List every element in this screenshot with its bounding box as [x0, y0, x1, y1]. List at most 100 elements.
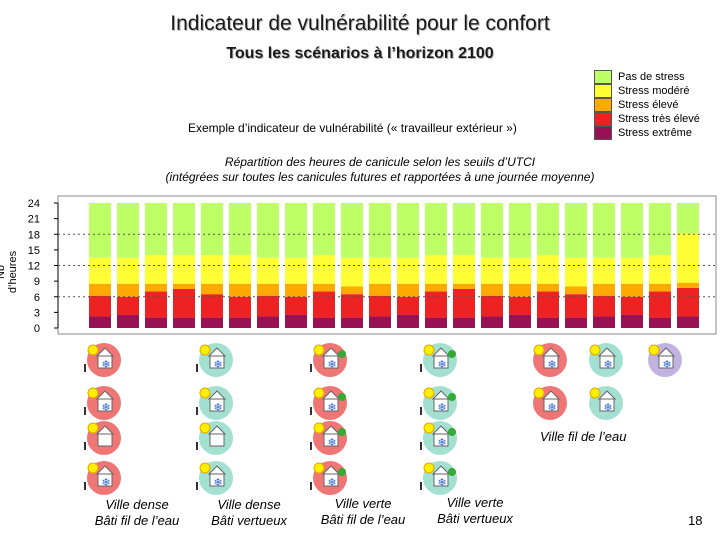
tree-icon	[448, 393, 456, 401]
house-icon	[433, 473, 449, 487]
snowflake-icon: ❄	[437, 401, 446, 414]
bar-segment	[173, 255, 195, 284]
tree-icon	[448, 428, 456, 436]
sun-icon	[87, 344, 99, 356]
bar-segment	[481, 283, 503, 296]
bar-segment	[397, 203, 419, 258]
y-tick-label: 15	[28, 245, 40, 257]
bar-segment	[369, 203, 391, 258]
bar-segment	[89, 316, 111, 328]
bar-segment	[341, 286, 363, 295]
snowflake-icon: ❄	[437, 476, 446, 489]
bar-segment	[481, 257, 503, 284]
bar-segment	[341, 294, 363, 318]
house-icon	[433, 398, 449, 412]
house-icon	[323, 433, 339, 447]
snowflake-icon: ❄	[547, 358, 556, 371]
legend-swatch	[594, 84, 612, 98]
bar-segment	[397, 296, 419, 315]
person-icon	[196, 442, 198, 450]
house-icon	[97, 473, 113, 487]
bar-segment	[117, 314, 139, 328]
bar-segment	[677, 203, 699, 234]
bar-segment	[593, 257, 615, 284]
bar-segment	[677, 233, 699, 283]
bar-segment	[341, 203, 363, 258]
scenario-label-line2: Bâti vertueux	[437, 511, 513, 526]
slide-subtitle: Tous les scénarios à l’horizon 2100	[226, 45, 494, 62]
bar-segment	[257, 203, 279, 258]
bar-segment	[453, 283, 475, 289]
scenario-label: Ville verte Bâti fil de l’eau	[308, 496, 418, 528]
person-icon	[420, 364, 422, 372]
sun-icon	[423, 344, 435, 356]
bar-segment	[257, 316, 279, 328]
person-icon	[84, 364, 86, 372]
snowflake-icon: ❄	[101, 401, 110, 414]
bar-segment	[145, 283, 167, 292]
bar-segment	[89, 283, 111, 296]
slide-title: Indicateur de vulnérabilité pour le conf…	[170, 12, 550, 35]
scenario-label: Ville verte Bâti vertueux	[420, 495, 530, 527]
bar-segment	[145, 291, 167, 318]
house-icon	[323, 398, 339, 412]
house-icon	[323, 473, 339, 487]
bar-segment	[313, 291, 335, 318]
tree-icon	[338, 350, 346, 358]
bar-segment	[173, 288, 195, 318]
bar-segment	[313, 203, 335, 256]
bar-segment	[677, 287, 699, 317]
scenario-label-line1: Ville dense	[217, 497, 281, 512]
sun-icon	[199, 344, 211, 356]
sun-icon	[648, 344, 660, 356]
bar-segment	[677, 316, 699, 328]
bar-segment	[369, 257, 391, 284]
house-icon	[209, 398, 225, 412]
bar-segment	[425, 291, 447, 318]
tree-icon	[338, 428, 346, 436]
sun-icon	[313, 422, 325, 434]
scenario-label-line2: Bâti fil de l’eau	[94, 513, 180, 528]
bar-segment	[117, 296, 139, 315]
bar-segment	[201, 294, 223, 318]
bar-segment	[593, 203, 615, 258]
bar-segment	[509, 314, 531, 328]
snowflake-icon: ❄	[327, 401, 336, 414]
bar-segment	[593, 316, 615, 328]
snowflake-icon: ❄	[213, 401, 222, 414]
bar-segment	[257, 257, 279, 284]
snowflake-icon: ❄	[327, 358, 336, 371]
bar-segment	[453, 288, 475, 318]
bar-segment	[425, 283, 447, 292]
person-icon	[310, 407, 312, 415]
person-icon	[196, 364, 198, 372]
sun-icon	[533, 344, 545, 356]
bar-segment	[621, 296, 643, 315]
tree-icon	[338, 468, 346, 476]
bar-segment	[285, 296, 307, 315]
person-icon	[196, 407, 198, 415]
bar-segment	[537, 317, 559, 328]
snowflake-icon: ❄	[547, 401, 556, 414]
bar-segment	[621, 257, 643, 284]
fil-label: Ville fil de l’eau	[540, 429, 627, 444]
scenario-label-line2: Bâti vertueux	[211, 513, 287, 528]
bar-segment	[341, 317, 363, 328]
snowflake-icon: ❄	[213, 358, 222, 371]
legend-swatch	[594, 112, 612, 126]
bar-segment	[425, 317, 447, 328]
bar-segment	[649, 317, 671, 328]
y-tick-label: 0	[34, 323, 40, 335]
snowflake-icon: ❄	[213, 476, 222, 489]
y-tick-label: 18	[28, 229, 40, 241]
legend-label: Stress modéré	[618, 85, 690, 97]
bar-segment	[537, 283, 559, 292]
sun-icon	[589, 344, 601, 356]
bar-segment	[649, 291, 671, 318]
bar-segment	[229, 255, 251, 284]
page-number: 18	[688, 513, 703, 528]
bar-segment	[397, 314, 419, 328]
sun-icon	[199, 422, 211, 434]
bar-segment	[369, 316, 391, 328]
bar-segment	[117, 257, 139, 284]
